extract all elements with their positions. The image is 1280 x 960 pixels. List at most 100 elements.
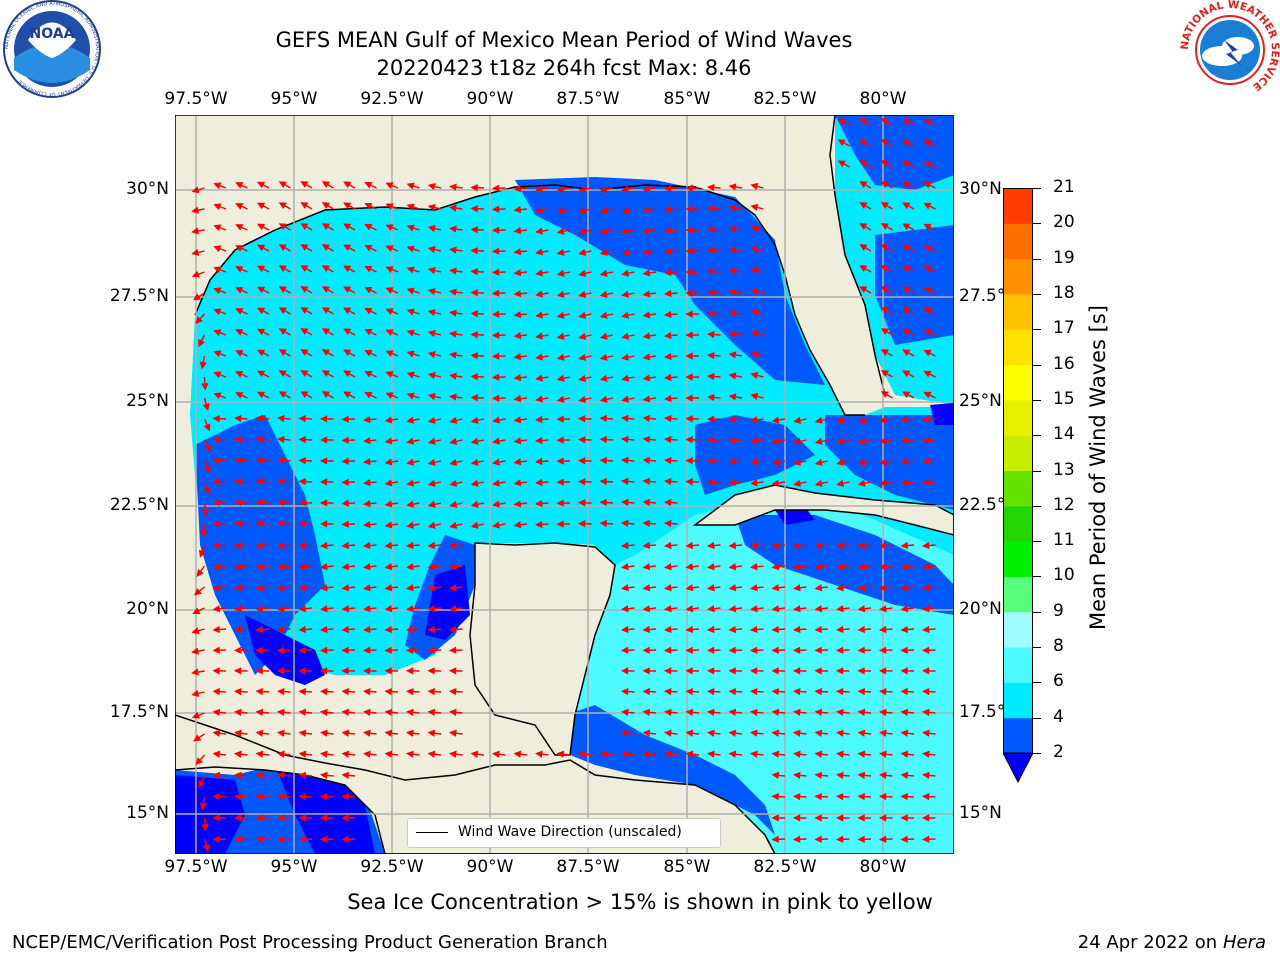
wave-arrowhead: [835, 667, 844, 675]
wave-arrowhead: [857, 750, 866, 758]
wave-arrowhead: [578, 750, 586, 758]
wave-arrowhead: [663, 687, 672, 696]
wave-arrowhead: [814, 687, 822, 696]
colorbar-tick-label: 21: [1053, 177, 1075, 197]
wave-arrowhead: [814, 541, 823, 550]
wave-arrowhead: [255, 456, 264, 465]
wave-arrowhead: [642, 435, 651, 444]
wave-arrowhead: [900, 667, 908, 675]
wave-arrowhead: [385, 224, 394, 231]
wave-arrowhead: [191, 270, 200, 278]
lon-label-bottom: 90°W: [466, 857, 514, 877]
wave-arrowhead: [193, 588, 202, 596]
wave-arrowhead: [814, 437, 823, 445]
wave-arrowhead: [191, 186, 200, 194]
wave-arrowhead: [427, 687, 435, 696]
wave-arrowhead: [923, 202, 932, 210]
wave-arrowhead: [836, 563, 844, 571]
wave-arrowhead: [300, 370, 309, 377]
wave-arrowhead: [491, 289, 500, 297]
wave-arrowhead: [685, 541, 694, 550]
wave-arrowhead: [814, 750, 823, 758]
wave-arrowhead: [298, 646, 306, 654]
wave-arrowhead: [513, 311, 522, 319]
wave-arrowhead: [470, 289, 478, 297]
wave-arrowhead: [535, 248, 543, 256]
wave-arrowhead: [771, 835, 779, 843]
wave-arrowhead: [277, 708, 285, 716]
wave-arrowhead: [814, 667, 822, 675]
wave-arrowhead: [880, 265, 889, 272]
wave-arrowhead: [835, 625, 844, 634]
wave-arrowhead: [642, 708, 651, 716]
wave-arrowhead: [212, 563, 221, 571]
wave-arrowhead: [385, 245, 394, 252]
wave-arrowhead: [902, 265, 911, 273]
wave-arrowhead: [384, 605, 393, 613]
wave-arrowhead: [814, 625, 823, 634]
wave-arrowhead: [921, 457, 930, 465]
wave-arrowhead: [213, 182, 222, 190]
wave-arrowhead: [814, 416, 823, 424]
wave-arrowhead: [233, 687, 242, 696]
wave-arrowhead: [319, 541, 328, 550]
wave-arrowhead: [513, 206, 522, 214]
wave-arrowhead: [750, 182, 759, 190]
wave-arrowhead: [278, 244, 287, 252]
lon-label-top: 85°W: [663, 89, 711, 109]
wave-arrowhead: [492, 500, 500, 508]
yucatan-land: [469, 542, 616, 756]
title-line-1: GEFS MEAN Gulf of Mexico Mean Period of …: [275, 28, 853, 52]
wave-arrowhead: [620, 456, 629, 465]
wave-arrowhead: [384, 500, 393, 508]
wave-arrowhead: [663, 498, 672, 507]
wave-arrowhead: [298, 792, 306, 801]
wave-arrowhead: [535, 395, 543, 403]
wave-arrowhead: [213, 329, 222, 337]
wave-arrowhead: [706, 288, 715, 297]
lon-label-bottom: 82.5°W: [753, 857, 817, 877]
wave-arrowhead: [620, 646, 629, 654]
wave-arrowhead: [642, 605, 651, 613]
wave-arrowhead: [191, 668, 199, 676]
wave-arrowhead: [836, 708, 844, 716]
wave-arrowhead: [664, 708, 672, 716]
wave-arrowhead: [880, 391, 889, 398]
wave-arrowhead: [256, 391, 266, 399]
wave-arrowhead: [728, 625, 737, 634]
wave-arrowhead: [513, 332, 522, 340]
colorbar-bin: [1003, 435, 1033, 471]
wave-arrowhead: [212, 792, 220, 801]
colorbar-tick-label: 11: [1053, 530, 1075, 551]
wave-arrowhead: [343, 286, 352, 294]
wave-arrowhead: [276, 835, 285, 843]
wave-arrowhead: [449, 458, 458, 466]
wave-arrowhead: [771, 708, 780, 716]
wave-arrowhead: [814, 479, 823, 487]
wave-arrowhead: [685, 708, 694, 716]
lon-label-top: 90°W: [466, 89, 514, 109]
wave-arrowhead: [200, 530, 208, 538]
wave-arrowhead: [235, 266, 244, 273]
wave-arrowhead: [300, 307, 309, 314]
wave-arrowhead: [900, 479, 909, 487]
wave-arrowhead: [706, 393, 715, 402]
wave-arrowhead: [750, 308, 759, 316]
wave-arrowhead: [449, 204, 457, 212]
wave-arrowhead: [663, 414, 672, 423]
wave-arrowhead: [449, 225, 457, 233]
wave-arrowhead: [771, 605, 780, 613]
wave-arrowhead: [535, 311, 543, 319]
wave-arrowhead: [900, 625, 909, 634]
wave-arrowhead: [384, 458, 393, 466]
wave-arrowhead: [195, 316, 203, 324]
wave-arrowhead: [621, 269, 630, 277]
wave-arrowhead: [921, 415, 930, 423]
wave-arrowhead: [449, 605, 457, 613]
wave-arrowhead: [276, 667, 285, 675]
wave-arrowhead: [902, 370, 911, 378]
wave-arrowhead: [836, 750, 844, 758]
wave-arrowhead: [642, 311, 651, 319]
wave-arrowhead: [880, 370, 889, 377]
wave-map: [174, 114, 955, 855]
